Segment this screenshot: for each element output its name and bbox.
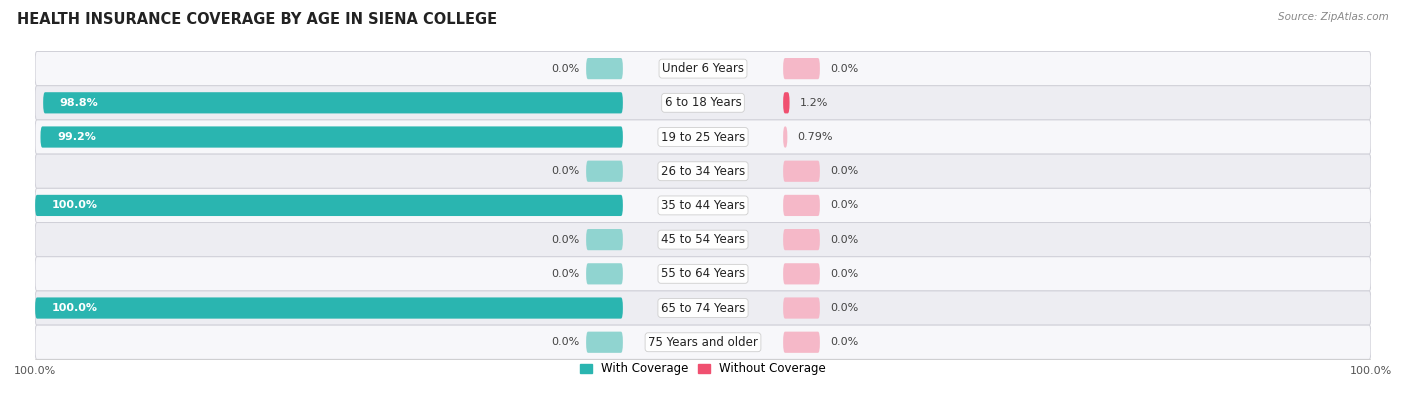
FancyBboxPatch shape (35, 222, 1371, 257)
Text: 65 to 74 Years: 65 to 74 Years (661, 302, 745, 315)
Text: 1.2%: 1.2% (800, 98, 828, 108)
Text: 0.0%: 0.0% (830, 200, 858, 210)
Text: 19 to 25 Years: 19 to 25 Years (661, 131, 745, 144)
Text: 75 Years and older: 75 Years and older (648, 336, 758, 349)
FancyBboxPatch shape (35, 86, 1371, 120)
FancyBboxPatch shape (783, 332, 820, 353)
Text: 0.0%: 0.0% (551, 234, 579, 244)
FancyBboxPatch shape (783, 263, 820, 284)
FancyBboxPatch shape (783, 298, 820, 319)
FancyBboxPatch shape (586, 58, 623, 79)
FancyBboxPatch shape (35, 298, 623, 319)
FancyBboxPatch shape (35, 120, 1371, 154)
Text: 26 to 34 Years: 26 to 34 Years (661, 165, 745, 178)
Text: 0.0%: 0.0% (830, 63, 858, 73)
Text: 98.8%: 98.8% (60, 98, 98, 108)
Text: 55 to 64 Years: 55 to 64 Years (661, 267, 745, 280)
FancyBboxPatch shape (586, 229, 623, 250)
Text: 45 to 54 Years: 45 to 54 Years (661, 233, 745, 246)
Text: 0.0%: 0.0% (830, 269, 858, 279)
Text: 0.0%: 0.0% (551, 166, 579, 176)
Text: 0.0%: 0.0% (830, 234, 858, 244)
Text: 0.0%: 0.0% (551, 63, 579, 73)
Text: 0.0%: 0.0% (830, 303, 858, 313)
FancyBboxPatch shape (783, 161, 820, 182)
FancyBboxPatch shape (35, 257, 1371, 291)
FancyBboxPatch shape (783, 195, 820, 216)
Text: 0.0%: 0.0% (830, 166, 858, 176)
FancyBboxPatch shape (44, 92, 623, 113)
FancyBboxPatch shape (35, 325, 1371, 359)
FancyBboxPatch shape (35, 188, 1371, 222)
FancyBboxPatch shape (783, 92, 790, 113)
FancyBboxPatch shape (783, 127, 787, 148)
Legend: With Coverage, Without Coverage: With Coverage, Without Coverage (575, 358, 831, 380)
Text: 6 to 18 Years: 6 to 18 Years (665, 96, 741, 109)
FancyBboxPatch shape (35, 154, 1371, 188)
FancyBboxPatch shape (586, 263, 623, 284)
Text: 100.0%: 100.0% (52, 303, 98, 313)
Text: 0.0%: 0.0% (830, 337, 858, 347)
FancyBboxPatch shape (41, 127, 623, 148)
Text: 100.0%: 100.0% (52, 200, 98, 210)
Text: Under 6 Years: Under 6 Years (662, 62, 744, 75)
Text: 0.0%: 0.0% (551, 337, 579, 347)
Text: 0.79%: 0.79% (797, 132, 832, 142)
Text: 0.0%: 0.0% (551, 269, 579, 279)
FancyBboxPatch shape (586, 332, 623, 353)
Text: 99.2%: 99.2% (58, 132, 96, 142)
FancyBboxPatch shape (586, 161, 623, 182)
FancyBboxPatch shape (783, 229, 820, 250)
FancyBboxPatch shape (35, 291, 1371, 325)
FancyBboxPatch shape (35, 51, 1371, 86)
FancyBboxPatch shape (35, 195, 623, 216)
FancyBboxPatch shape (783, 58, 820, 79)
Text: Source: ZipAtlas.com: Source: ZipAtlas.com (1278, 12, 1389, 22)
Text: 35 to 44 Years: 35 to 44 Years (661, 199, 745, 212)
Text: HEALTH INSURANCE COVERAGE BY AGE IN SIENA COLLEGE: HEALTH INSURANCE COVERAGE BY AGE IN SIEN… (17, 12, 496, 27)
